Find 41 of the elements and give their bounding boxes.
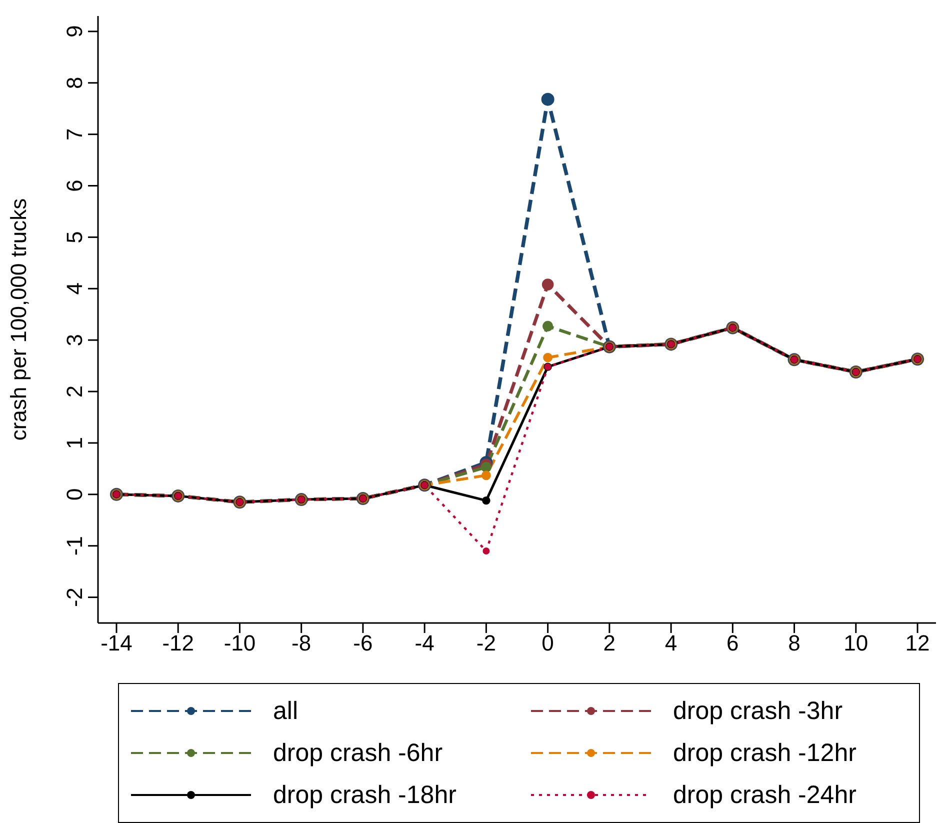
legend-label: drop crash -12hr [673, 738, 856, 768]
x-tick-label: -14 [100, 630, 132, 656]
y-tick-label: 0 [62, 488, 87, 501]
y-tick-label: 7 [62, 128, 87, 140]
y-tick-label: 6 [62, 180, 87, 192]
y-tick-label: 5 [62, 231, 87, 244]
point [480, 462, 492, 472]
legend-label: drop crash -18hr [273, 780, 456, 810]
x-tick-label: 12 [905, 630, 930, 656]
x-tick-label: 2 [603, 630, 616, 656]
y-tick-label: 3 [62, 334, 87, 346]
point [482, 547, 490, 554]
x-tick-label: 6 [726, 630, 739, 656]
point [542, 320, 554, 332]
point [481, 470, 491, 480]
y-axis-title: crash per 100,000 trucks [6, 198, 31, 441]
y-tick-label: 9 [62, 25, 87, 38]
x-tick-label: -10 [224, 630, 256, 656]
point [482, 496, 490, 505]
x-tick-label: -8 [292, 630, 312, 656]
point [543, 352, 553, 362]
x-tick-label: 4 [664, 630, 678, 656]
y-tick-label: 4 [62, 282, 87, 295]
point [542, 278, 554, 290]
x-tick-label: -12 [162, 630, 194, 656]
x-tick-label: -4 [414, 630, 434, 656]
x-tick-label: -6 [353, 630, 373, 656]
x-tick-label: 0 [542, 630, 554, 656]
legend-label: drop crash -6hr [273, 738, 443, 768]
y-tick-label: 1 [62, 436, 87, 450]
x-tick-label: -2 [476, 630, 496, 656]
y-tick-label: -1 [62, 536, 87, 556]
y-tick-label: 2 [62, 385, 87, 398]
x-tick-label: 8 [788, 630, 800, 656]
x-tick-label: 10 [844, 630, 868, 656]
y-tick-label: 8 [62, 76, 87, 89]
legend-label: drop crash -24hr [673, 780, 856, 810]
legend-label: drop crash -3hr [673, 696, 843, 726]
legend-label: all [273, 696, 298, 726]
point [541, 92, 554, 106]
y-tick-label: -2 [62, 588, 87, 608]
